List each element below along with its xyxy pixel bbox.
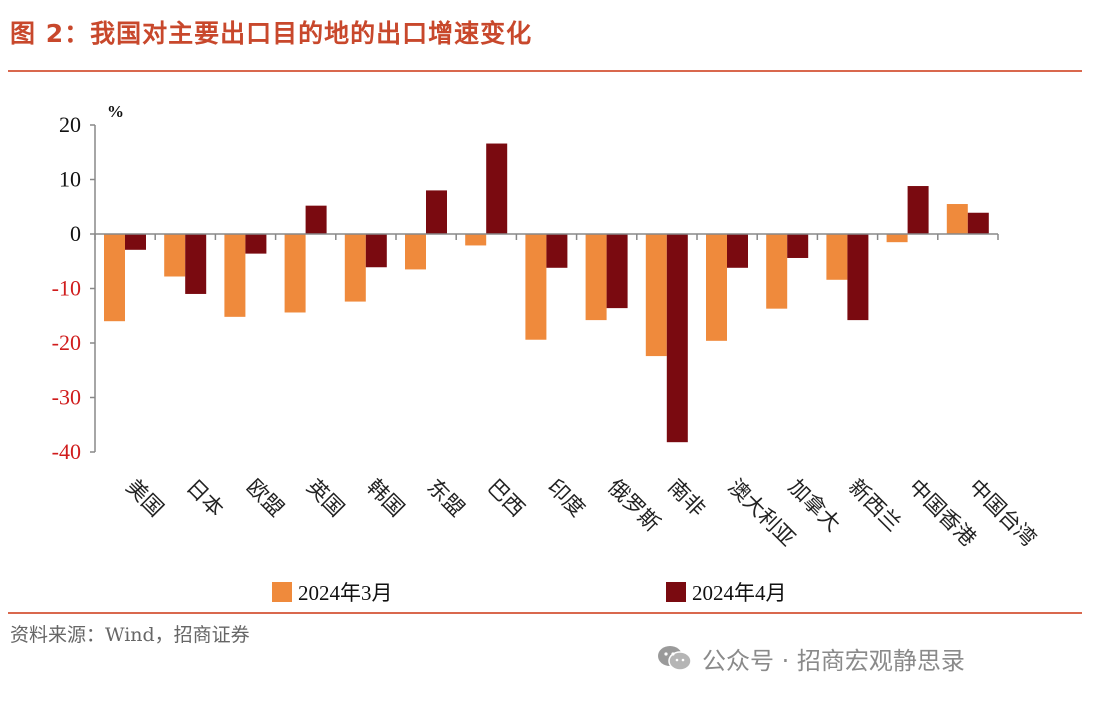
bar-apr — [546, 234, 568, 268]
source-note: 资料来源：Wind，招商证券 — [10, 624, 250, 646]
y-tick-label: -20 — [52, 330, 81, 355]
watermark-text: 公众号 · 招商宏观静思录 — [702, 646, 965, 675]
bar-mar — [284, 234, 306, 313]
x-tick-label: 东盟 — [422, 475, 469, 522]
y-tick-label: -30 — [52, 385, 81, 410]
bar-apr — [125, 234, 146, 250]
bar-apr — [907, 186, 929, 234]
x-tick-label: 南非 — [663, 475, 710, 522]
x-tick-label: 俄罗斯 — [603, 475, 665, 537]
bar-mar — [164, 234, 186, 277]
bar-mar — [525, 234, 547, 340]
figure-title: 图 2：我国对主要出口目的地的出口增速变化 — [10, 19, 533, 48]
bar-apr — [847, 234, 869, 321]
top-divider — [8, 70, 1082, 72]
bar-apr — [606, 234, 628, 309]
bar-mar — [344, 234, 366, 302]
y-tick-label: 20 — [59, 112, 81, 137]
x-tick-label: 新西兰 — [844, 475, 906, 537]
x-tick-label: 韩国 — [362, 475, 409, 522]
bar-apr — [426, 190, 447, 234]
bar-apr — [305, 205, 327, 234]
legend-swatch — [666, 582, 686, 602]
bar-mar — [645, 234, 667, 357]
bar-apr — [967, 212, 989, 234]
bar-mar — [826, 234, 848, 280]
y-tick-label: 0 — [70, 221, 81, 246]
bar-apr — [185, 234, 207, 294]
bar-apr — [727, 234, 748, 268]
x-tick-label: 日本 — [182, 475, 229, 522]
bar-apr — [666, 234, 688, 443]
bar-mar — [886, 234, 908, 243]
y-unit-label: % — [107, 102, 124, 121]
legend-label: 2024年4月 — [692, 581, 787, 605]
legend-label: 2024年3月 — [298, 581, 393, 605]
x-tick-label: 印度 — [543, 475, 590, 522]
bar-mar — [706, 234, 727, 341]
bar-apr — [365, 234, 387, 268]
bar-mar — [585, 234, 607, 321]
x-tick-label: 美国 — [121, 475, 168, 522]
y-tick-label: 10 — [59, 167, 81, 192]
bar-mar — [224, 234, 246, 317]
bar-mar — [104, 234, 125, 322]
legend-swatch — [272, 582, 292, 602]
y-tick-label: -10 — [52, 276, 81, 301]
x-tick-label: 中国台湾 — [964, 475, 1040, 551]
bar-mar — [465, 234, 487, 246]
bar-mar — [766, 234, 788, 309]
bar-apr — [245, 234, 267, 254]
bar-apr — [486, 143, 508, 234]
bar-mar — [405, 234, 426, 270]
x-tick-label: 巴西 — [483, 475, 530, 522]
wechat-icon — [656, 643, 694, 673]
x-tick-label: 英国 — [302, 475, 349, 522]
bar-mar — [946, 204, 968, 234]
x-tick-label: 欧盟 — [242, 475, 289, 522]
y-tick-label: -40 — [52, 439, 81, 464]
watermark: 公众号 · 招商宏观静思录 — [656, 640, 965, 676]
bottom-divider — [8, 612, 1082, 614]
bar-apr — [787, 234, 809, 258]
